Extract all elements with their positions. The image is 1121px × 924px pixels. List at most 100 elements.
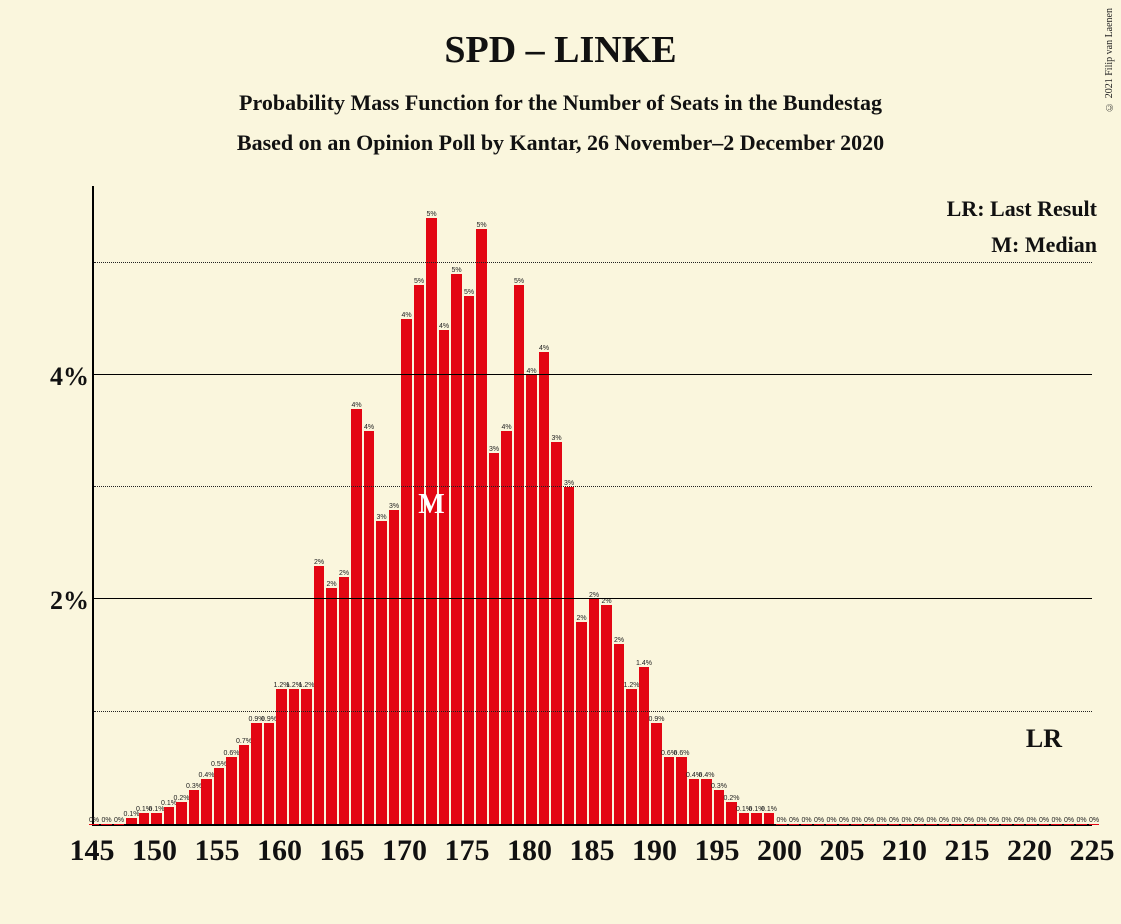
gridline <box>94 711 1092 712</box>
bar-value-label: 0% <box>1051 817 1061 824</box>
bar: 0% <box>814 824 824 825</box>
x-tick-label: 170 <box>382 834 427 868</box>
bar: 0.9% <box>251 723 261 824</box>
bar-value-label: 0.6% <box>224 750 240 757</box>
bar: 0% <box>901 824 911 825</box>
bar: 0% <box>1064 824 1074 825</box>
bar: 0% <box>1076 824 1086 825</box>
x-tick-label: 205 <box>820 834 865 868</box>
bar-value-label: 1.2% <box>299 682 315 689</box>
bar-value-label: 0.2% <box>174 795 190 802</box>
bar-value-label: 0% <box>1064 817 1074 824</box>
bar-value-label: 0.2% <box>724 795 740 802</box>
bar-value-label: 5% <box>476 222 486 229</box>
bar: 5% <box>426 218 436 824</box>
bar: 3% <box>564 487 574 824</box>
bar: 2% <box>326 588 336 824</box>
gridline <box>94 598 1092 599</box>
chart-area: 0%0%0%0.1%0.1%0.1%0.1%0.2%0.3%0.4%0.5%0.… <box>92 186 1092 826</box>
bar: 0% <box>1089 824 1099 825</box>
x-tick-label: 175 <box>445 834 490 868</box>
chart-subtitle-2: Based on an Opinion Poll by Kantar, 26 N… <box>0 130 1121 156</box>
bar-value-label: 0.4% <box>199 772 215 779</box>
bar: 5% <box>451 274 461 824</box>
bar: 2% <box>614 644 624 824</box>
bar-value-label: 0% <box>839 817 849 824</box>
bar-value-label: 0% <box>864 817 874 824</box>
bar: 0% <box>964 824 974 825</box>
bar: 2% <box>314 566 324 824</box>
bar-value-label: 0% <box>1001 817 1011 824</box>
bar-value-label: 0% <box>889 817 899 824</box>
bar-value-label: 0% <box>101 817 111 824</box>
x-tick-label: 215 <box>945 834 990 868</box>
bar: 0% <box>1026 824 1036 825</box>
bar: 0% <box>889 824 899 825</box>
bar: 3% <box>389 510 399 824</box>
bar-value-label: 0.4% <box>699 772 715 779</box>
bar: 4% <box>351 409 361 824</box>
bar: 0% <box>789 824 799 825</box>
y-tick-label: 4% <box>50 362 109 392</box>
bar: 5% <box>514 285 524 824</box>
bar: 0% <box>839 824 849 825</box>
bar: 0% <box>851 824 861 825</box>
bar-value-label: 3% <box>389 503 399 510</box>
bar: 0.7% <box>239 745 249 824</box>
bar-value-label: 2% <box>339 570 349 577</box>
bar-value-label: 5% <box>414 278 424 285</box>
bar: 1.2% <box>301 689 311 824</box>
bar: 5% <box>476 229 486 824</box>
bar: 0.1% <box>764 813 774 824</box>
bar-value-label: 4% <box>351 402 361 409</box>
bar-value-label: 0% <box>1076 817 1086 824</box>
bar: 4% <box>501 431 511 824</box>
bar: 0% <box>1051 824 1061 825</box>
bar-value-label: 0% <box>1026 817 1036 824</box>
bar: 1.2% <box>289 689 299 824</box>
bar-value-label: 1.4% <box>636 660 652 667</box>
bar-value-label: 0.3% <box>711 783 727 790</box>
bar-value-label: 0.3% <box>186 783 202 790</box>
bar-value-label: 0% <box>901 817 911 824</box>
bar: 1.2% <box>276 689 286 824</box>
bar: 3% <box>551 442 561 824</box>
bar-value-label: 0% <box>1014 817 1024 824</box>
chart-subtitle-1: Probability Mass Function for the Number… <box>0 90 1121 116</box>
bar-value-label: 0.6% <box>674 750 690 757</box>
bar: 0% <box>114 824 124 825</box>
bar: 0.2% <box>176 802 186 824</box>
bar-value-label: 0.9% <box>649 716 665 723</box>
bar-value-label: 5% <box>464 289 474 296</box>
x-tick-label: 180 <box>507 834 552 868</box>
bar: 4% <box>539 352 549 824</box>
bar: 2% <box>339 577 349 824</box>
x-tick-label: 160 <box>257 834 302 868</box>
bar: 0.9% <box>264 723 274 824</box>
bar: 0% <box>951 824 961 825</box>
x-tick-label: 220 <box>1007 834 1052 868</box>
x-tick-label: 150 <box>132 834 177 868</box>
bar: 2% <box>576 622 586 824</box>
last-result-marker: LR <box>1026 724 1062 754</box>
bar: 0% <box>989 824 999 825</box>
bar-value-label: 3% <box>376 514 386 521</box>
x-tick-label: 225 <box>1070 834 1115 868</box>
bar-value-label: 4% <box>364 424 374 431</box>
bar: 0.1% <box>739 813 749 824</box>
bar-value-label: 0% <box>826 817 836 824</box>
bar-value-label: 0.1% <box>761 806 777 813</box>
bar: 0.9% <box>651 723 661 824</box>
bar: 0.1% <box>151 813 161 824</box>
bar: 0% <box>914 824 924 825</box>
bar-value-label: 0.7% <box>236 738 252 745</box>
bar: 1.2% <box>626 689 636 824</box>
bar-value-label: 0% <box>814 817 824 824</box>
bar: 0.1% <box>139 813 149 824</box>
bar: 3% <box>489 453 499 824</box>
y-tick-label: 2% <box>50 586 109 616</box>
x-tick-label: 145 <box>70 834 115 868</box>
bar-value-label: 0% <box>1089 817 1099 824</box>
copyright-text: © 2021 Filip van Laenen <box>1104 8 1115 112</box>
bar-value-label: 4% <box>439 323 449 330</box>
